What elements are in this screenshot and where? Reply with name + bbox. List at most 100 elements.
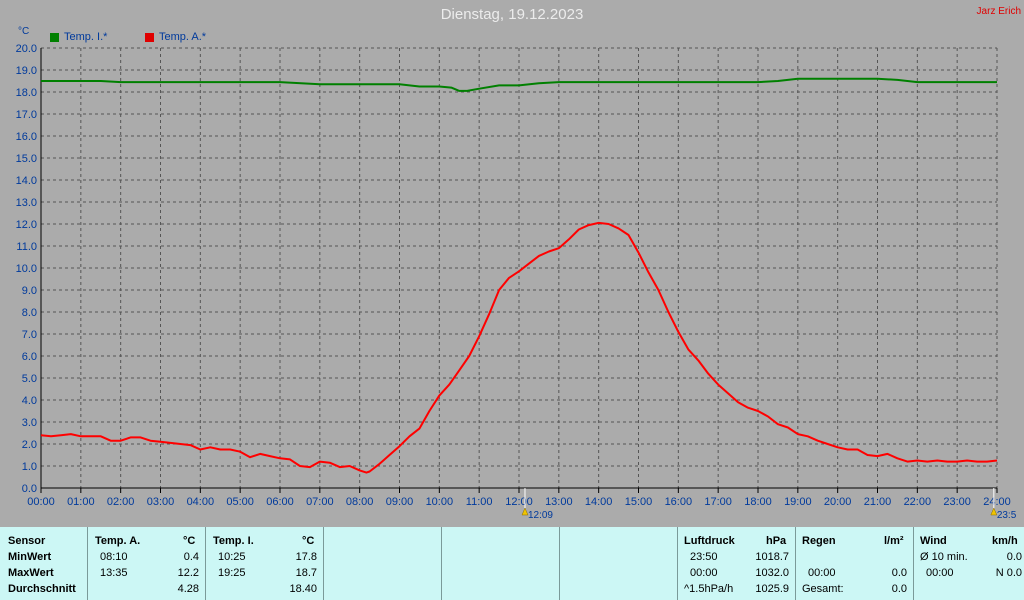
pressure-header: Luftdruck [684, 535, 735, 547]
y-tick-label: 17.0 [16, 109, 37, 121]
rain-header: Regen [802, 535, 836, 547]
y-tick-label: 20.0 [16, 43, 37, 55]
rain-total-label: Gesamt: [802, 583, 844, 595]
x-tick-label: 14:00 [585, 496, 613, 508]
x-tick-label: 01:00 [67, 496, 95, 508]
temp-a-max-time: 13:35 [100, 567, 128, 579]
temp-a-avg-value: 4.28 [177, 583, 199, 595]
x-tick-label: 20:00 [824, 496, 852, 508]
x-tick-label: 05:00 [226, 496, 254, 508]
wind-avg-label: Ø 10 min. [920, 551, 968, 563]
x-tick-label: 06:00 [266, 496, 294, 508]
rain-unit: l/m² [884, 535, 904, 547]
y-tick-label: 9.0 [22, 285, 37, 297]
y-tick-label: 8.0 [22, 307, 37, 319]
wind-max-time: 00:00 [926, 567, 954, 579]
rain-total-value: 0.0 [891, 583, 907, 595]
x-tick-label: 00:00 [27, 496, 55, 508]
legend-swatch-indoor [50, 32, 59, 42]
y-tick-label: 14.0 [16, 175, 37, 187]
y-tick-label: 7.0 [22, 329, 37, 341]
x-tick-label: 12:00 [505, 496, 533, 508]
y-tick-label: 15.0 [16, 153, 37, 165]
pressure-min-time: 23:50 [690, 551, 718, 563]
y-tick-label: 12.0 [16, 219, 37, 231]
series-line-outdoor [40, 221, 998, 474]
row-label-avg: Durchschnitt [8, 583, 76, 595]
y-tick-label: 3.0 [22, 417, 37, 429]
temp-i-min-time: 10:25 [218, 551, 246, 563]
series-line-indoor [41, 77, 997, 92]
y-tick-label: 6.0 [22, 351, 37, 363]
chart-title: Dienstag, 19.12.2023 [440, 6, 584, 23]
y-tick-label: 2.0 [22, 439, 37, 451]
x-tick-label: 02:00 [107, 496, 135, 508]
x-tick-label: 17:00 [704, 496, 732, 508]
x-tick-label: 08:00 [346, 496, 374, 508]
y-tick-label: 19.0 [16, 65, 37, 77]
pressure-min-value: 1018.7 [755, 551, 789, 563]
wind-unit: km/h [992, 535, 1018, 547]
x-tick-label: 13:00 [545, 496, 573, 508]
y-tick-label: 11.0 [16, 241, 37, 253]
wind-header: Wind [920, 535, 947, 547]
temp-a-max-value: 12.2 [177, 567, 199, 579]
y-tick-label: 0.0 [22, 483, 37, 495]
sun-marker-icon [521, 507, 529, 516]
x-tick-label: 16:00 [665, 496, 693, 508]
temp-i-min-value: 17.8 [295, 551, 317, 563]
marker-label: 23:5 [997, 510, 1017, 521]
sensor-header: Sensor [8, 535, 46, 547]
rain-max-time: 00:00 [808, 567, 836, 579]
temp-a-header: Temp. A. [95, 535, 141, 547]
legend-item-indoor: Temp. I.* [50, 31, 107, 43]
legend-label-indoor: Temp. I.* [64, 31, 108, 43]
temp-a-min-value: 0.4 [183, 551, 199, 563]
temp-i-header: Temp. I. [213, 535, 254, 547]
y-tick-label: 16.0 [16, 131, 37, 143]
pressure-unit: hPa [766, 535, 787, 547]
temp-i-max-value: 18.7 [295, 567, 317, 579]
wind-max-value: N 0.0 [995, 567, 1022, 579]
x-tick-label: 21:00 [864, 496, 892, 508]
x-tick-label: 11:00 [466, 496, 493, 508]
y-tick-label: 4.0 [22, 395, 37, 407]
row-label-max: MaxWert [8, 567, 54, 579]
wind-avg-value: 0.0 [1006, 551, 1022, 563]
pressure-max-value: 1032.0 [755, 567, 789, 579]
x-tick-label: 15:00 [625, 496, 653, 508]
sunset-marker-icon [990, 507, 998, 516]
rain-max-value: 0.0 [891, 567, 907, 579]
temperature-chart: 0.0 1.0 2.0 3.0 4.0 5.0 6.0 7.0 8.0 9.0 10.0 11.0 12… [16, 43, 1017, 521]
temp-a-min-time: 08:10 [100, 551, 128, 563]
y-tick-label: 13.0 [16, 197, 37, 209]
y-tick-label: 5.0 [22, 373, 37, 385]
pressure-max-time: 00:00 [690, 567, 718, 579]
x-tick-label: 03:00 [147, 496, 175, 508]
statistics-table: Sensor MinWert MaxWert Durchschnitt Temp… [0, 527, 1024, 600]
x-tick-label: 22:00 [904, 496, 932, 508]
x-tick-label: 19:00 [784, 496, 812, 508]
legend-item-outdoor: Temp. A.* [145, 31, 206, 43]
row-label-min: MinWert [8, 551, 52, 563]
legend-label-outdoor: Temp. A.* [159, 31, 207, 43]
pressure-avg-value: 1025.9 [755, 583, 789, 595]
legend-swatch-outdoor [145, 32, 154, 42]
x-tick-label: 24:00 [983, 496, 1011, 508]
temp-a-unit: °C [183, 535, 196, 547]
temp-i-avg-value: 18.40 [289, 583, 317, 595]
x-tick-label: 23:00 [943, 496, 971, 508]
y-tick-label: 18.0 [16, 87, 37, 99]
y-tick-label: 10.0 [16, 263, 37, 275]
pressure-trend: ^1.5hPa/h [684, 583, 734, 595]
temp-i-max-time: 19:25 [218, 567, 246, 579]
y-axis-unit: °C [18, 26, 30, 37]
y-tick-label: 1.0 [22, 461, 37, 473]
x-tick-label: 09:00 [386, 496, 414, 508]
x-tick-label: 07:00 [306, 496, 334, 508]
x-tick-label: 04:00 [187, 496, 215, 508]
x-tick-label: 18:00 [744, 496, 772, 508]
temp-i-unit: °C [302, 535, 315, 547]
author-label: Jarz Erich [976, 6, 1021, 17]
marker-label: 12:09 [528, 510, 553, 521]
